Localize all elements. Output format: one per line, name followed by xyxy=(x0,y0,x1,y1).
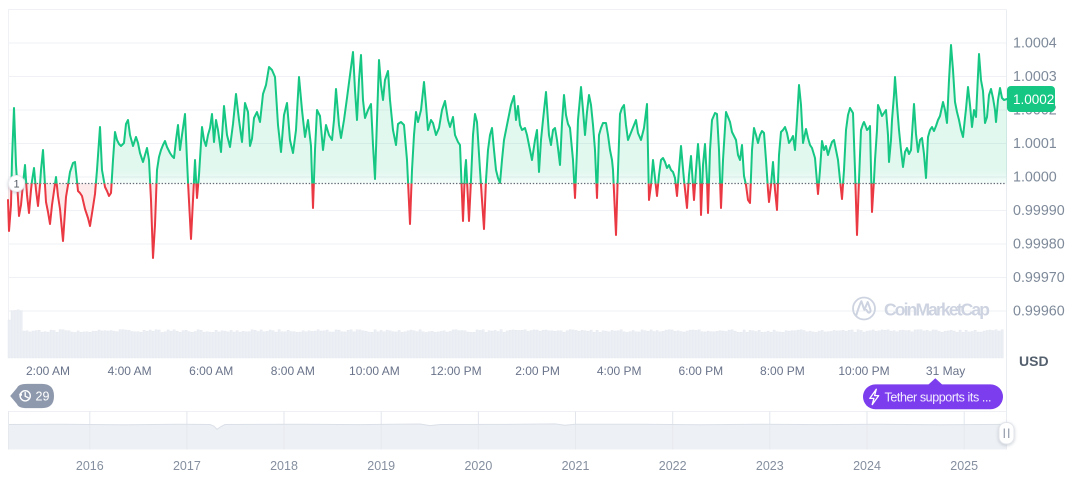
svg-text:12:00 PM: 12:00 PM xyxy=(430,364,481,378)
svg-text:2016: 2016 xyxy=(76,459,104,473)
svg-text:10:00 AM: 10:00 AM xyxy=(349,364,400,378)
svg-text:31 May: 31 May xyxy=(926,364,965,378)
svg-text:1.0001: 1.0001 xyxy=(1013,136,1057,152)
svg-text:0.99990: 0.99990 xyxy=(1013,203,1065,219)
svg-text:2022: 2022 xyxy=(659,459,687,473)
svg-text:2:00 PM: 2:00 PM xyxy=(515,364,560,378)
svg-text:0.99980: 0.99980 xyxy=(1013,237,1065,253)
svg-text:1.0003: 1.0003 xyxy=(1013,69,1057,85)
svg-text:4:00 AM: 4:00 AM xyxy=(108,364,152,378)
svg-text:USD: USD xyxy=(1019,353,1049,369)
svg-text:2021: 2021 xyxy=(562,459,590,473)
svg-text:8:00 AM: 8:00 AM xyxy=(271,364,315,378)
svg-text:4:00 PM: 4:00 PM xyxy=(597,364,642,378)
svg-text:2020: 2020 xyxy=(464,459,492,473)
svg-text:2018: 2018 xyxy=(270,459,298,473)
svg-text:2025: 2025 xyxy=(950,459,978,473)
svg-text:2023: 2023 xyxy=(756,459,784,473)
svg-text:8:00 PM: 8:00 PM xyxy=(760,364,805,378)
svg-text:2:00 AM: 2:00 AM xyxy=(26,364,70,378)
svg-text:0.99970: 0.99970 xyxy=(1013,270,1065,286)
svg-text:10:00 PM: 10:00 PM xyxy=(838,364,889,378)
svg-text:6:00 AM: 6:00 AM xyxy=(189,364,233,378)
svg-text:6:00 PM: 6:00 PM xyxy=(678,364,723,378)
svg-text:0.99960: 0.99960 xyxy=(1013,304,1065,320)
svg-text:1.0004: 1.0004 xyxy=(1013,36,1057,52)
svg-text:2024: 2024 xyxy=(853,459,881,473)
svg-text:Tether supports its ...: Tether supports its ... xyxy=(885,390,992,404)
svg-text:1.0000: 1.0000 xyxy=(1013,170,1057,186)
svg-text:2019: 2019 xyxy=(367,459,395,473)
svg-text:2017: 2017 xyxy=(173,459,201,473)
svg-text:29: 29 xyxy=(36,389,50,403)
svg-text:1.0002: 1.0002 xyxy=(1013,92,1054,107)
svg-text:CoinMarketCap: CoinMarketCap xyxy=(884,300,990,320)
svg-text:1: 1 xyxy=(13,179,19,191)
